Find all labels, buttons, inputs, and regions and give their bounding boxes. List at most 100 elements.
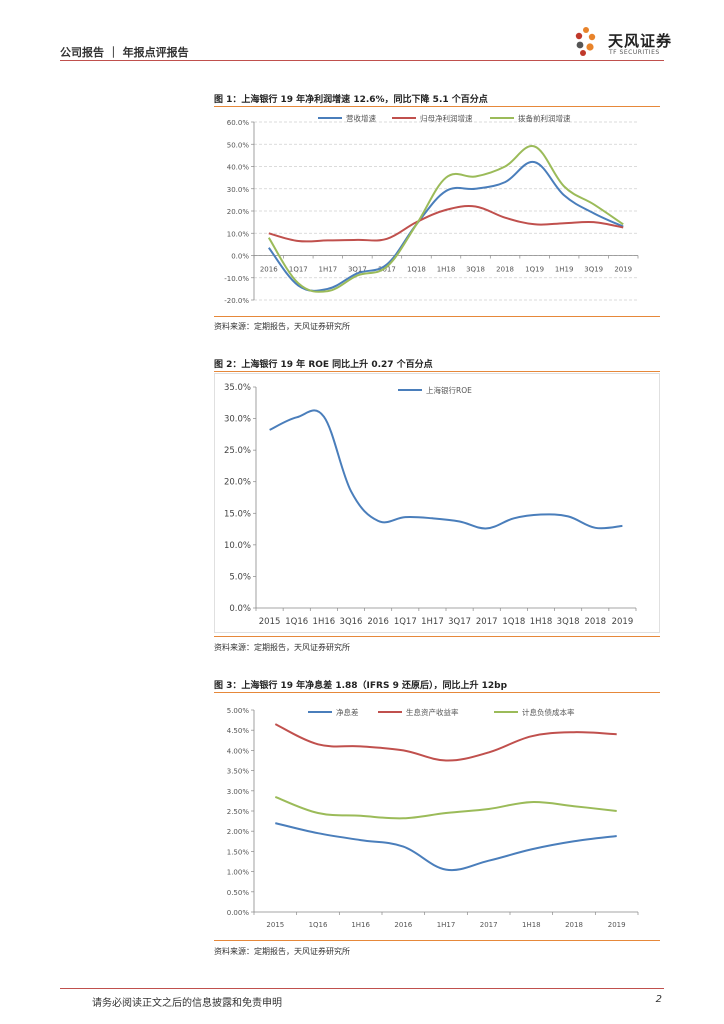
figure-2-chart: 0.0% 5.0% 10.0% 15.0% 20.0% 25.0% 30.0% 35.0% 20… <box>214 373 660 633</box>
x-tick-label: 2016 <box>260 266 278 274</box>
series-line-2 <box>274 723 617 762</box>
legend-label-1: 净息差 <box>336 707 359 717</box>
x-tick-label: 1H16 <box>313 617 336 627</box>
x-tick-label: 1Q17 <box>394 617 417 627</box>
y-tick-label: 5.0% <box>229 572 251 582</box>
x-tick-label: 1H19 <box>555 266 574 274</box>
y-tick-label: 3.00% <box>227 788 250 796</box>
y-tick-label: 0.0% <box>231 253 249 261</box>
y-tick-label: 1.00% <box>227 869 250 877</box>
y-tick-label: 0.0% <box>229 604 251 614</box>
figure-3-top-rule <box>214 692 660 693</box>
series-line-1 <box>275 822 617 872</box>
figure-2-source: 资料来源：定期报告，天风证券研究所 <box>214 643 350 652</box>
y-tick-label: 30.0% <box>224 415 251 425</box>
x-tick-label: 2015 <box>266 921 284 929</box>
tf-securities-logo-icon <box>575 27 596 56</box>
y-tick-label: 0.00% <box>227 909 250 917</box>
y-tick-label: 1.50% <box>227 848 250 856</box>
x-tick-label: 2018 <box>565 921 583 929</box>
x-tick-label: 2016 <box>367 617 389 627</box>
y-tick-label: 15.0% <box>224 509 251 519</box>
x-tick-label: 1H17 <box>437 921 456 929</box>
y-tick-label: 30.0% <box>227 186 250 194</box>
logo-subtitle: TF SECURITIES <box>609 49 660 56</box>
legend-label-2: 生息资产收益率 <box>406 707 459 717</box>
x-tick-label: 1H17 <box>319 266 338 274</box>
x-tick-label: 2017 <box>378 266 396 274</box>
y-tick-label: 50.0% <box>227 141 250 149</box>
series-line-3 <box>267 145 624 293</box>
figure-2-top-rule <box>214 371 660 372</box>
x-tick-label: 1Q16 <box>285 617 308 627</box>
x-tick-label: 1H18 <box>522 921 541 929</box>
y-tick-label: 10.0% <box>224 541 251 551</box>
x-tick-label: 1Q18 <box>407 266 426 274</box>
figure-3-source: 资料来源：定期报告，天风证券研究所 <box>214 947 350 956</box>
x-tick-label: 1Q17 <box>289 266 308 274</box>
x-tick-label: 2016 <box>394 921 412 929</box>
x-tick-label: 3Q18 <box>557 617 580 627</box>
figure-1-title: 图 1：上海银行 19 年净利润增速 12.6%，同比下降 5.1 个百分点 <box>214 95 488 105</box>
x-tick-label: 3Q16 <box>340 617 363 627</box>
figure-2-title: 图 2：上海银行 19 年 ROE 同比上升 0.27 个百分点 <box>214 360 433 370</box>
figure-3-chart: 0.00% 0.50% 1.00% 1.50% 2.00% 2.50% 3.00% 3.50%… <box>227 707 639 929</box>
figure-1-chart: -20.0% -10.0% 0.0% 10.0% 20.0% 30.0% 40.0% 50.0… <box>224 113 639 305</box>
legend-label-2: 归母净利润增速 <box>420 113 473 123</box>
y-tick-label: 3.50% <box>227 768 250 776</box>
y-tick-label: 5.00% <box>227 707 250 715</box>
y-tick-label: 4.00% <box>227 747 250 755</box>
x-tick-label: 2017 <box>480 921 498 929</box>
footer-disclaimer: 请务必阅读正文之后的信息披露和免责申明 <box>92 998 282 1009</box>
x-tick-label: 1H16 <box>351 921 370 929</box>
legend-label-3: 拨备前利润增速 <box>518 113 571 123</box>
figure-1-top-rule <box>214 106 660 107</box>
x-tick-label: 1Q19 <box>525 266 544 274</box>
figure-3-bottom-rule <box>214 940 660 941</box>
logo-name: 天风证券 <box>608 32 673 50</box>
page-number: 2 <box>655 994 662 1005</box>
figure-1-bottom-rule <box>214 316 660 317</box>
y-tick-label: 10.0% <box>227 230 250 238</box>
x-tick-label: 1H17 <box>421 617 444 627</box>
x-tick-label: 1H18 <box>437 266 456 274</box>
y-tick-label: -20.0% <box>224 297 249 305</box>
x-tick-label: 1Q18 <box>502 617 525 627</box>
x-tick-label: 3Q17 <box>348 266 367 274</box>
x-tick-label: 2018 <box>584 617 606 627</box>
x-tick-label: 2018 <box>496 266 514 274</box>
y-tick-label: 2.00% <box>227 828 250 836</box>
series-line-2 <box>268 205 624 243</box>
y-tick-label: 60.0% <box>227 119 250 127</box>
x-tick-label: 3Q18 <box>466 266 485 274</box>
y-tick-label: 20.0% <box>227 208 250 216</box>
y-tick-label: 2.50% <box>227 808 250 816</box>
footer-divider <box>60 988 664 989</box>
y-tick-label: 4.50% <box>227 727 250 735</box>
report-header-label: 公司报告 ｜ 年报点评报告 <box>60 46 189 59</box>
chart-frame <box>214 373 660 633</box>
header-divider <box>60 60 664 61</box>
x-tick-label: 2017 <box>476 617 498 627</box>
figure-2-bottom-rule <box>214 636 660 637</box>
x-tick-label: 3Q17 <box>448 617 471 627</box>
x-tick-label: 1H18 <box>530 617 553 627</box>
series-line-1 <box>269 409 623 530</box>
y-tick-label: 40.0% <box>227 164 250 172</box>
x-tick-label: 2019 <box>608 921 626 929</box>
x-tick-label: 2019 <box>612 617 634 627</box>
legend-label-1: 营收增速 <box>346 113 376 123</box>
x-tick-label: 1Q16 <box>309 921 328 929</box>
x-tick-label: 2015 <box>259 617 281 627</box>
legend-label-3: 计息负债成本率 <box>522 707 575 717</box>
y-tick-label: 0.50% <box>227 889 250 897</box>
y-tick-label: 20.0% <box>224 478 251 488</box>
series-line-3 <box>274 795 617 820</box>
x-tick-label: 3Q19 <box>584 266 603 274</box>
x-tick-label: 2019 <box>614 266 632 274</box>
figure-3-title: 图 3：上海银行 19 年净息差 1.88（IFRS 9 还原后），同比上升 1… <box>214 681 508 691</box>
y-tick-label: 25.0% <box>224 446 251 456</box>
legend-label-1: 上海银行ROE <box>426 385 472 395</box>
figure-1-source: 资料来源：定期报告，天风证券研究所 <box>214 322 350 331</box>
y-tick-label: -10.0% <box>224 275 249 283</box>
